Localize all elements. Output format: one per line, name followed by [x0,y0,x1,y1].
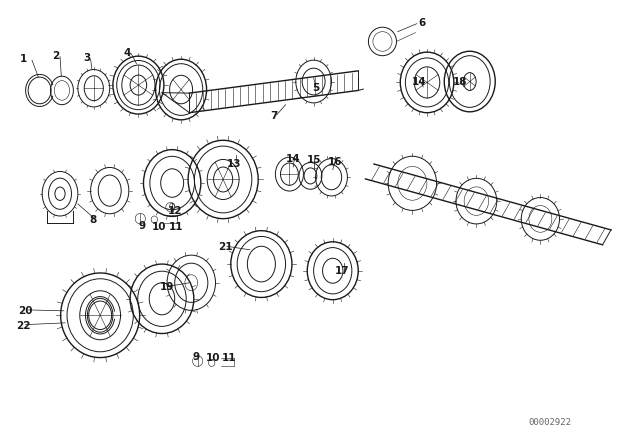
Text: 14: 14 [412,77,426,86]
Text: 7: 7 [271,111,278,121]
Text: 16: 16 [328,157,342,167]
Text: 8: 8 [90,215,97,225]
Text: 4: 4 [124,48,131,58]
Text: 20: 20 [19,306,33,316]
Text: 22: 22 [16,320,30,331]
Text: 15: 15 [307,155,321,165]
Text: 9: 9 [138,221,145,231]
Text: 1: 1 [20,54,28,64]
Text: 3: 3 [84,53,91,63]
Text: 10: 10 [152,222,166,232]
Text: 11: 11 [222,353,237,363]
Text: 6: 6 [419,18,426,28]
Text: 19: 19 [160,282,174,292]
Text: 10: 10 [205,353,220,363]
Text: 14: 14 [286,154,301,164]
Text: 13: 13 [227,159,241,169]
Text: 21: 21 [218,242,233,252]
Text: 12: 12 [168,206,182,215]
Text: 2: 2 [52,51,60,61]
Text: 00002922: 00002922 [528,418,571,426]
Text: 18: 18 [453,77,467,86]
Text: 9: 9 [193,352,200,362]
Text: 11: 11 [169,222,183,232]
Text: 17: 17 [335,266,349,276]
Text: 5: 5 [312,83,320,93]
